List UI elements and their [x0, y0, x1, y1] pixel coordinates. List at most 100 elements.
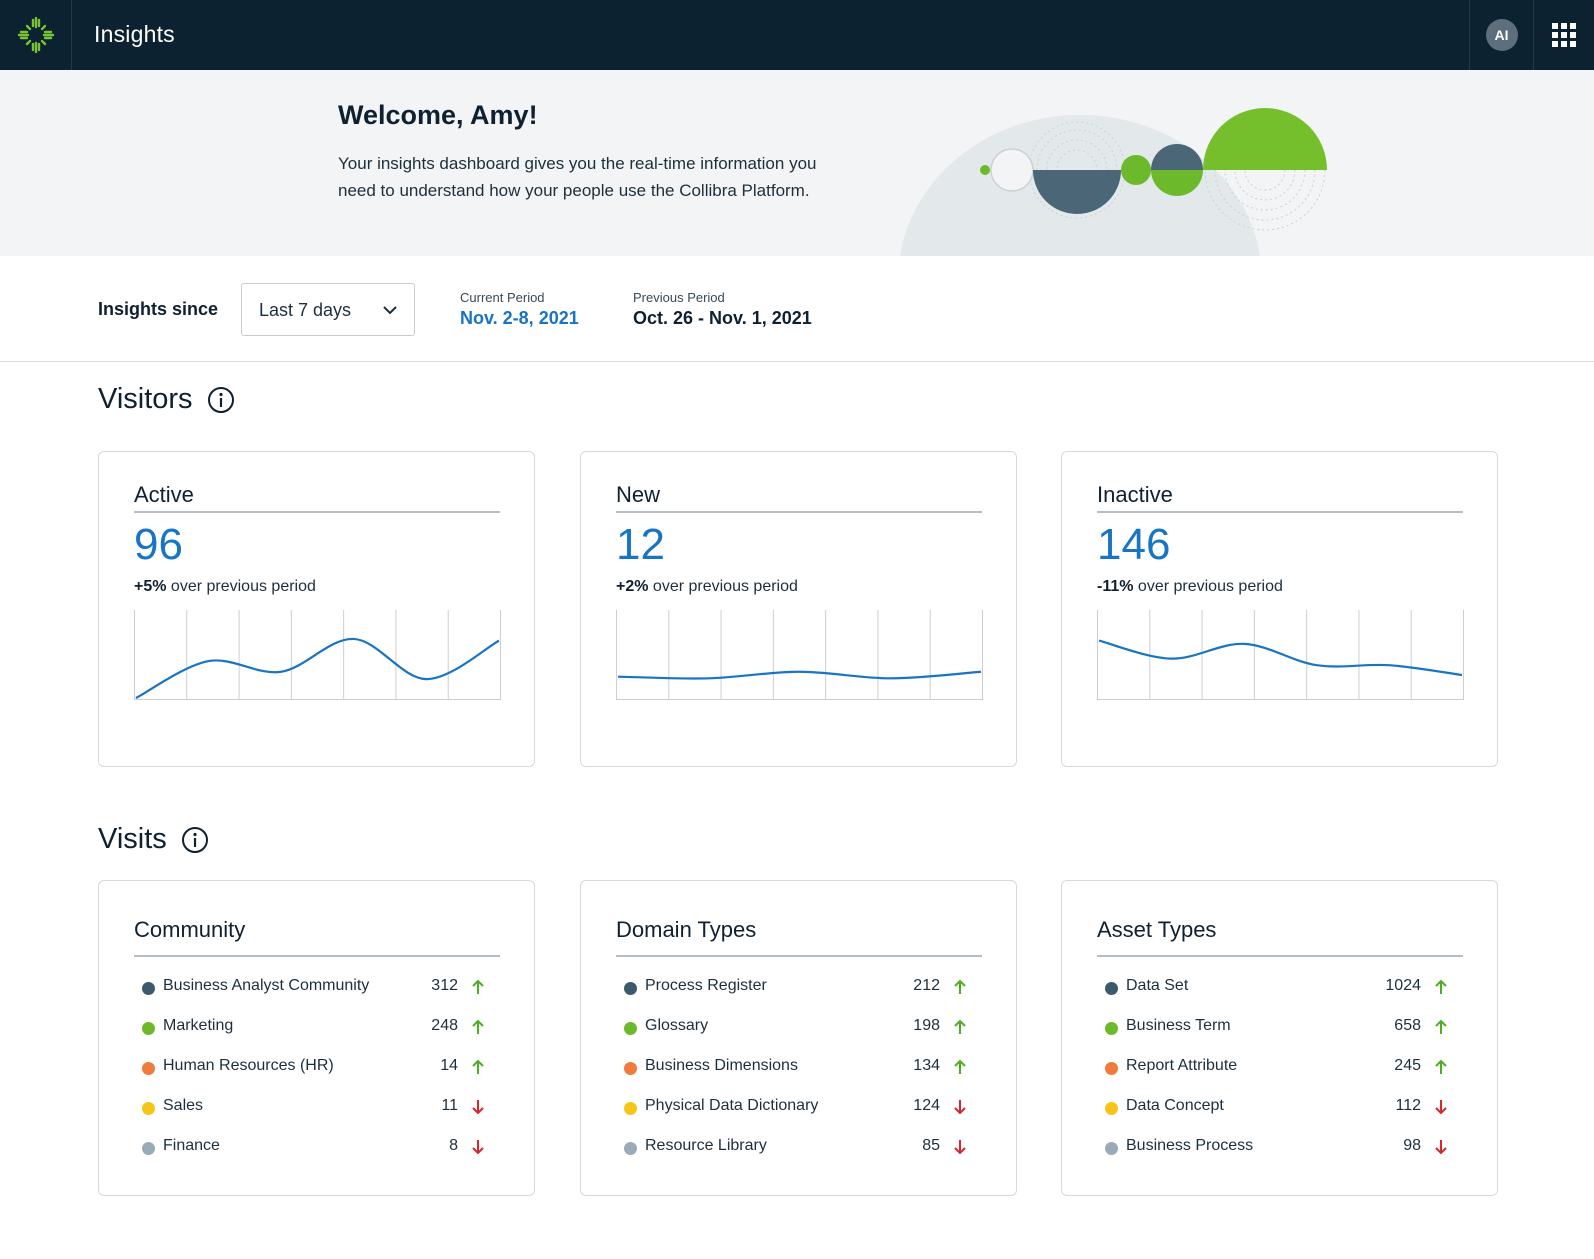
- avatar[interactable]: AI: [1485, 19, 1518, 51]
- legend-dot: [624, 1022, 637, 1035]
- visits-title: Visits: [98, 823, 167, 855]
- list-item-label: Process Register: [645, 977, 767, 994]
- divider: [1097, 511, 1463, 513]
- sparkline-chart: [1097, 610, 1464, 700]
- list-item-label: Marketing: [163, 1017, 234, 1034]
- card-title: Community: [134, 917, 246, 942]
- banner-illustration: [900, 108, 1327, 256]
- legend-dot: [142, 982, 155, 995]
- arrow-down-icon: [1435, 1100, 1447, 1115]
- delta-text: +5% over previous period: [134, 578, 316, 596]
- list-item-count: 245: [1394, 1057, 1421, 1074]
- legend-dot: [624, 982, 637, 995]
- legend-dot: [142, 1022, 155, 1035]
- list-item[interactable]: Marketing 248: [142, 1017, 494, 1057]
- list-item-label: Physical Data Dictionary: [645, 1097, 819, 1114]
- insights-since-label: Insights since: [98, 299, 219, 319]
- visitor-card-new: New 12 +2% over previous period: [580, 451, 1017, 767]
- welcome-text: Your insights dashboard gives you the re…: [338, 154, 817, 200]
- list-item[interactable]: Sales 11: [142, 1097, 494, 1137]
- list-item-label: Data Concept: [1126, 1097, 1224, 1114]
- legend-dot: [142, 1062, 155, 1075]
- info-icon[interactable]: [181, 826, 209, 854]
- arrow-up-icon: [472, 1059, 484, 1074]
- list-item-count: 124: [913, 1097, 940, 1114]
- info-icon[interactable]: [207, 386, 235, 414]
- list-item[interactable]: Business Dimensions 134: [624, 1057, 976, 1097]
- list-item-count: 1024: [1385, 977, 1421, 994]
- card-title: Domain Types: [616, 917, 757, 942]
- visits-heading: Visits: [98, 823, 209, 856]
- list-item-count: 8: [449, 1137, 458, 1154]
- delta-value: -11%: [1097, 578, 1134, 595]
- list-item[interactable]: Data Set 1024: [1105, 977, 1457, 1017]
- sparkline-series: [617, 670, 982, 680]
- visitor-count: 12: [616, 520, 665, 569]
- previous-period-value: Oct. 26 - Nov. 1, 2021: [633, 308, 812, 328]
- list-item[interactable]: Business Term 658: [1105, 1017, 1457, 1057]
- visits-list: Process Register 212 Glossary 198 Business D…: [624, 977, 976, 1177]
- legend-dot: [142, 1102, 155, 1115]
- collibra-logo[interactable]: [0, 0, 72, 70]
- list-item-label: Data Set: [1126, 977, 1189, 994]
- app-launcher-button[interactable]: [1533, 0, 1594, 70]
- arrow-up-icon: [1435, 979, 1447, 994]
- delta-value: +5%: [134, 578, 167, 595]
- previous-period-label: Previous Period: [633, 290, 725, 305]
- current-period: Current Period Nov. 2-8, 2021: [460, 290, 579, 329]
- arrow-up-icon: [472, 979, 484, 994]
- period-select-value: Last 7 days: [259, 300, 352, 320]
- arrow-down-icon: [472, 1100, 484, 1115]
- arrow-down-icon: [954, 1100, 966, 1115]
- list-item[interactable]: Business Process 98: [1105, 1137, 1457, 1177]
- visitors-heading: Visitors: [98, 383, 235, 416]
- list-item[interactable]: Data Concept 112: [1105, 1097, 1457, 1137]
- filter-row: Insights since Last 7 days Current Perio…: [0, 256, 1594, 362]
- legend-dot: [1105, 982, 1118, 995]
- divider: [616, 955, 982, 957]
- list-item[interactable]: Resource Library 85: [624, 1137, 976, 1177]
- delta-label: over previous period: [652, 578, 798, 595]
- list-item-count: 658: [1394, 1017, 1421, 1034]
- top-bar: Insights AI: [0, 0, 1594, 70]
- visits-card-asset-types: Asset Types Data Set 1024 Business Term 658…: [1061, 880, 1498, 1196]
- delta-label: over previous period: [170, 578, 316, 595]
- card-title: Asset Types: [1097, 917, 1217, 942]
- legend-dot: [1105, 1022, 1118, 1035]
- list-item-label: Glossary: [645, 1017, 709, 1034]
- visits-card-community: Community Business Analyst Community 312 M…: [98, 880, 535, 1196]
- list-item[interactable]: Process Register 212: [624, 977, 976, 1017]
- list-item-count: 134: [913, 1057, 940, 1074]
- arrow-up-icon: [954, 979, 966, 994]
- list-item-label: Business Analyst Community: [163, 977, 370, 994]
- divider: [1097, 955, 1463, 957]
- welcome-heading: Welcome, Amy!: [338, 100, 538, 130]
- user-menu[interactable]: AI: [1469, 0, 1533, 70]
- list-item-count: 312: [431, 977, 458, 994]
- list-item-label: Human Resources (HR): [163, 1057, 334, 1074]
- list-item[interactable]: Glossary 198: [624, 1017, 976, 1057]
- chevron-down-icon: [383, 306, 397, 315]
- delta-value: +2%: [616, 578, 649, 595]
- period-select[interactable]: Last 7 days: [241, 283, 415, 336]
- divider: [134, 955, 500, 957]
- delta-text: +2% over previous period: [616, 578, 798, 596]
- arrow-up-icon: [1435, 1059, 1447, 1074]
- list-item-count: 14: [440, 1057, 458, 1074]
- visits-list: Business Analyst Community 312 Marketing 24…: [142, 977, 494, 1177]
- list-item-label: Resource Library: [645, 1137, 767, 1154]
- list-item[interactable]: Report Attribute 245: [1105, 1057, 1457, 1097]
- legend-dot: [142, 1142, 155, 1155]
- list-item[interactable]: Human Resources (HR) 14: [142, 1057, 494, 1097]
- list-item[interactable]: Business Analyst Community 312: [142, 977, 494, 1017]
- list-item-count: 212: [913, 977, 940, 994]
- visitor-card-inactive: Inactive 146 -11% over previous period: [1061, 451, 1498, 767]
- list-item[interactable]: Finance 8: [142, 1137, 494, 1177]
- list-item-label: Business Dimensions: [645, 1057, 798, 1074]
- app-title: Insights: [94, 21, 175, 47]
- list-item[interactable]: Physical Data Dictionary 124: [624, 1097, 976, 1137]
- list-item-label: Business Term: [1126, 1017, 1231, 1034]
- visitor-count: 96: [134, 520, 183, 569]
- collibra-logo-icon: [17, 17, 54, 53]
- arrow-up-icon: [472, 1019, 484, 1034]
